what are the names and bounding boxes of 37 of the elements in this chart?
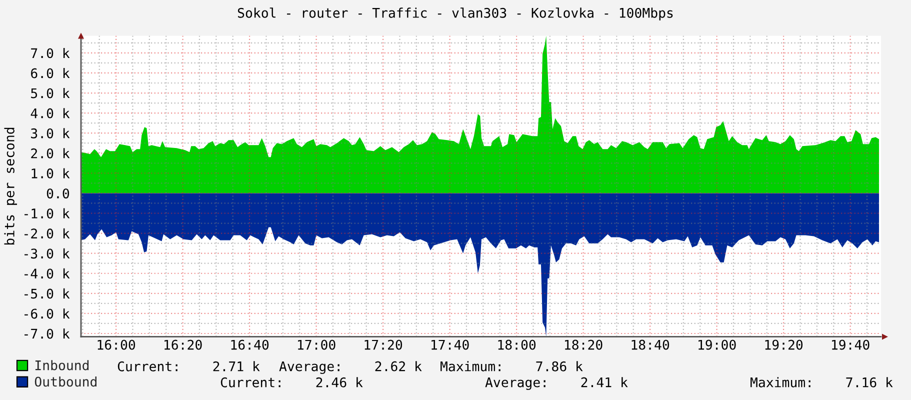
y-tick-label: 7.0 k <box>31 48 70 58</box>
x-tick-label: 19:00 <box>698 340 736 350</box>
y-tick-label: -5.0 k <box>24 288 70 299</box>
text: Maximum: 7.16 k <box>750 377 893 388</box>
y-tick-label: 4.0 k <box>30 108 70 118</box>
y-tick-label: 1.0 k <box>32 168 70 178</box>
y-axis-title: bits per second <box>4 128 17 245</box>
text: Average: 2.62 k <box>279 361 422 374</box>
y-tick-label: -1.0 k <box>24 208 70 218</box>
x-tick-label: 17:20 <box>364 340 402 350</box>
y-tick-label: 2.0 k <box>31 148 70 158</box>
text: Maximum: 7.86 k <box>440 361 583 372</box>
text: Average: 2.41 k <box>485 377 628 390</box>
x-tick-label: 16:40 <box>231 340 269 350</box>
text: Current: 2.71 k <box>118 361 260 372</box>
y-tick-label: -6.0 k <box>24 308 70 319</box>
y-tick-label: 6.0 k <box>31 68 70 78</box>
x-tick-label: 18:20 <box>565 340 602 350</box>
y-tick-label: -3.0 k <box>24 248 70 259</box>
chart-title: Sokol - router - Traffic - vlan303 - Kozlovka - 100Mbps <box>238 8 673 20</box>
x-tick-label: 19:20 <box>765 340 803 350</box>
y-tick-label: 5.0 k <box>31 88 70 98</box>
x-tick-label: 19:40 <box>832 340 870 350</box>
y-tick-label: -4.0 k <box>24 268 70 279</box>
x-tick-label: 16:20 <box>164 340 202 350</box>
x-tick-label: 17:40 <box>432 340 469 350</box>
y-tick-label: -7.0 k <box>24 328 70 339</box>
x-tick-label: 16:00 <box>98 340 136 350</box>
y-tick-label: -2.0 k <box>24 228 70 239</box>
legend-label: Outbound <box>34 376 96 387</box>
legend-label: Inbound <box>35 360 89 370</box>
text: Current: 2.46 k <box>220 377 363 388</box>
y-tick-label: 3.0 k <box>31 128 70 138</box>
x-tick-label: 18:40 <box>632 340 670 350</box>
y-tick-label: 0.0 <box>46 188 70 198</box>
x-tick-label: 18:00 <box>498 340 536 350</box>
x-tick-label: 17:00 <box>298 340 336 350</box>
